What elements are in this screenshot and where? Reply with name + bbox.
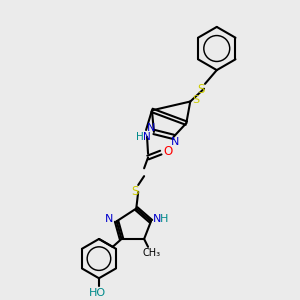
Text: N: N: [105, 214, 113, 224]
Text: H: H: [136, 132, 144, 142]
Text: HO: HO: [88, 288, 106, 298]
Text: H: H: [160, 214, 168, 224]
Text: S: S: [197, 83, 205, 96]
Text: N: N: [143, 132, 151, 142]
Text: CH₃: CH₃: [143, 248, 161, 258]
Text: N: N: [171, 137, 180, 147]
Text: S: S: [132, 185, 139, 198]
Text: O: O: [163, 145, 172, 158]
Text: S: S: [193, 94, 200, 105]
Text: N: N: [147, 123, 155, 133]
Text: N: N: [153, 214, 161, 224]
